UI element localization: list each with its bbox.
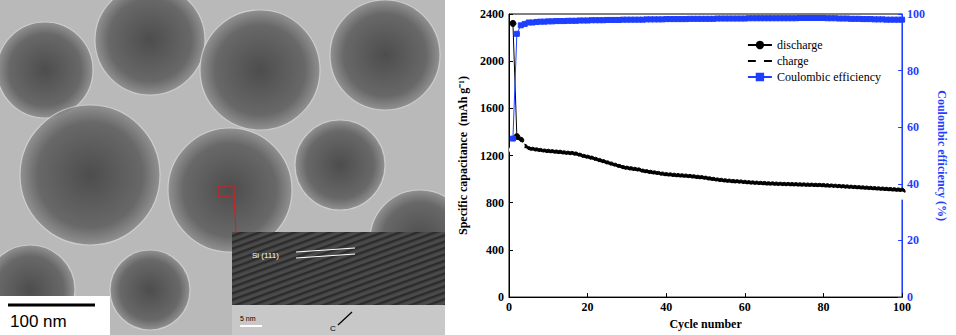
svg-text:400: 400 <box>486 243 504 257</box>
svg-text:1600: 1600 <box>480 101 504 115</box>
svg-text:100 nm: 100 nm <box>10 312 67 331</box>
svg-text:60: 60 <box>739 300 751 314</box>
svg-text:0: 0 <box>506 300 512 314</box>
svg-text:800: 800 <box>486 196 504 210</box>
svg-text:charge: charge <box>777 54 809 68</box>
svg-text:1200: 1200 <box>480 149 504 163</box>
svg-text:Coulombic efficiency: Coulombic efficiency <box>777 70 881 84</box>
svg-text:40: 40 <box>660 300 672 314</box>
svg-text:0: 0 <box>498 290 504 304</box>
svg-text:Si (111): Si (111) <box>252 251 279 260</box>
svg-text:100: 100 <box>893 300 911 314</box>
svg-text:20: 20 <box>582 300 594 314</box>
svg-text:80: 80 <box>907 64 919 78</box>
svg-text:Coulombic efficiency (%): Coulombic efficiency (%) <box>935 90 949 221</box>
svg-text:40: 40 <box>907 177 919 191</box>
svg-text:0: 0 <box>907 290 914 305</box>
svg-text:20: 20 <box>907 233 919 247</box>
svg-text:discharge: discharge <box>777 38 823 52</box>
svg-text:Specific capacitance (mAh g⁻¹: Specific capacitance (mAh g⁻¹) <box>456 76 470 235</box>
svg-text:80: 80 <box>817 300 829 314</box>
svg-text:60: 60 <box>907 120 919 134</box>
svg-text:Cycle number: Cycle number <box>669 317 742 331</box>
svg-text:C: C <box>330 324 336 333</box>
svg-text:100: 100 <box>907 7 925 21</box>
svg-text:2000: 2000 <box>480 54 504 68</box>
svg-text:2400: 2400 <box>480 7 504 21</box>
svg-text:5 nm: 5 nm <box>240 315 256 322</box>
